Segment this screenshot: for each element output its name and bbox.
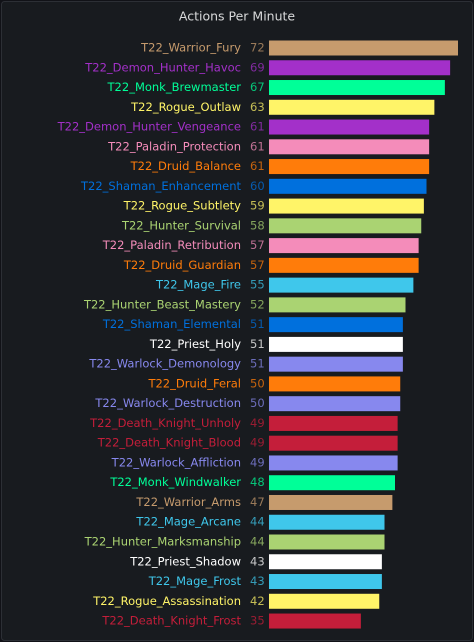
value-label: 55 bbox=[250, 278, 265, 292]
category-label: T22_Rogue_Outlaw bbox=[130, 100, 241, 114]
value-label: 67 bbox=[250, 80, 265, 94]
category-label: T22_Demon_Hunter_Vengeance bbox=[57, 120, 241, 134]
category-label: T22_Mage_Arcane bbox=[135, 515, 241, 529]
category-label: T22_Priest_Holy bbox=[149, 337, 241, 351]
bar bbox=[269, 613, 361, 629]
category-label: T22_Druid_Guardian bbox=[123, 258, 241, 272]
bar bbox=[269, 455, 398, 471]
value-label: 49 bbox=[250, 436, 265, 450]
category-label: T22_Death_Knight_Blood bbox=[97, 436, 241, 450]
category-label: T22_Priest_Shadow bbox=[129, 554, 241, 568]
value-label: 61 bbox=[250, 120, 265, 134]
bar bbox=[269, 40, 458, 56]
value-label: 49 bbox=[250, 455, 265, 469]
value-label: 49 bbox=[250, 416, 265, 430]
category-label: T22_Hunter_Marksmanship bbox=[84, 535, 241, 549]
bar bbox=[269, 336, 403, 352]
value-label: 35 bbox=[250, 614, 265, 628]
bar bbox=[269, 178, 427, 194]
category-label: T22_Shaman_Elemental bbox=[102, 317, 241, 331]
value-label: 57 bbox=[250, 238, 265, 252]
category-label: T22_Warrior_Fury bbox=[140, 41, 241, 55]
value-label: 42 bbox=[250, 594, 265, 608]
value-label: 50 bbox=[250, 396, 265, 410]
bar bbox=[269, 494, 393, 510]
bar bbox=[269, 198, 424, 214]
bar bbox=[269, 297, 406, 313]
category-label: T22_Paladin_Retribution bbox=[102, 238, 241, 252]
category-label: T22_Death_Knight_Unholy bbox=[89, 416, 241, 430]
value-label: 50 bbox=[250, 376, 265, 390]
category-label: T22_Warlock_Destruction bbox=[94, 396, 241, 410]
value-label: 72 bbox=[250, 41, 265, 55]
bar bbox=[269, 475, 395, 491]
value-label: 52 bbox=[250, 297, 265, 311]
value-label: 61 bbox=[250, 159, 265, 173]
category-label: T22_Mage_Frost bbox=[148, 574, 242, 588]
category-label: T22_Shaman_Enhancement bbox=[80, 179, 241, 193]
category-label: T22_Demon_Hunter_Havoc bbox=[84, 60, 241, 74]
bar bbox=[269, 593, 380, 609]
value-label: 61 bbox=[250, 139, 265, 153]
category-label: T22_Druid_Feral bbox=[147, 376, 241, 390]
value-label: 44 bbox=[250, 535, 265, 549]
value-label: 58 bbox=[250, 218, 265, 232]
value-label: 47 bbox=[250, 495, 265, 509]
bar bbox=[269, 218, 422, 234]
bar bbox=[269, 514, 385, 530]
category-label: T22_Warrior_Arms bbox=[135, 495, 241, 509]
value-label: 63 bbox=[250, 100, 265, 114]
category-label: T22_Hunter_Survival bbox=[121, 218, 241, 232]
category-label: T22_Monk_Brewmaster bbox=[107, 80, 242, 94]
category-label: T22_Druid_Balance bbox=[130, 159, 241, 173]
category-label: T22_Warlock_Demonology bbox=[88, 357, 241, 371]
bar bbox=[269, 396, 401, 412]
value-label: 57 bbox=[250, 258, 265, 272]
category-label: T22_Rogue_Subtlety bbox=[123, 199, 242, 213]
bar bbox=[269, 435, 398, 451]
value-label: 43 bbox=[250, 574, 265, 588]
value-label: 43 bbox=[250, 554, 265, 568]
bar bbox=[269, 534, 385, 550]
bar bbox=[269, 257, 419, 273]
bar bbox=[269, 415, 398, 431]
bar bbox=[269, 554, 382, 570]
category-label: T22_Monk_Windwalker bbox=[109, 475, 241, 489]
bar bbox=[269, 376, 401, 392]
bar bbox=[269, 80, 445, 96]
value-label: 51 bbox=[250, 337, 265, 351]
bar bbox=[269, 99, 435, 115]
category-label: T22_Mage_Fire bbox=[155, 278, 241, 292]
value-label: 69 bbox=[250, 60, 265, 74]
category-label: T22_Warlock_Affliction bbox=[111, 455, 241, 469]
chart-title: Actions Per Minute bbox=[179, 9, 296, 24]
category-label: T22_Rogue_Assassination bbox=[92, 594, 241, 608]
bar bbox=[269, 60, 451, 76]
category-label: T22_Death_Knight_Frost bbox=[101, 614, 241, 628]
bar bbox=[269, 317, 403, 333]
bar bbox=[269, 159, 430, 175]
bar bbox=[269, 356, 403, 372]
value-label: 51 bbox=[250, 317, 265, 331]
value-label: 60 bbox=[250, 179, 265, 193]
bar bbox=[269, 277, 414, 293]
bar bbox=[269, 238, 419, 254]
bar bbox=[269, 574, 382, 590]
value-label: 48 bbox=[250, 475, 265, 489]
value-label: 59 bbox=[250, 199, 265, 213]
value-label: 51 bbox=[250, 357, 265, 371]
value-label: 44 bbox=[250, 515, 265, 529]
category-label: T22_Hunter_Beast_Mastery bbox=[83, 297, 241, 311]
bar bbox=[269, 139, 430, 155]
category-label: T22_Paladin_Protection bbox=[107, 139, 241, 153]
bar bbox=[269, 119, 430, 135]
